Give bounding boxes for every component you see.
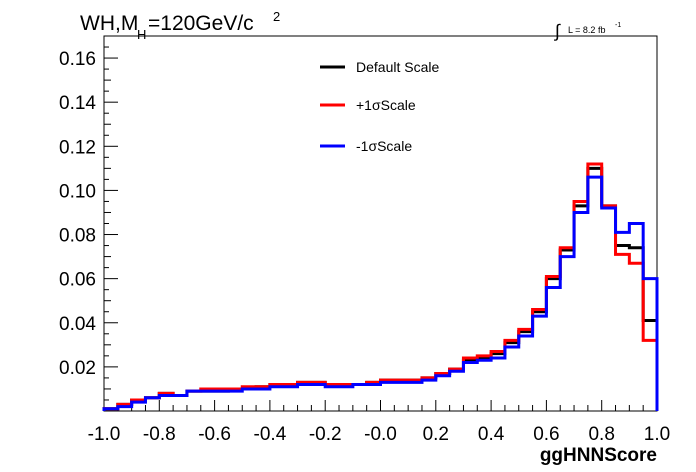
x-tick-label: -0.4 [254,424,287,445]
legend-label-plus1sigma: +1σScale [356,97,416,113]
x-tick-label: -0.6 [198,424,231,445]
x-tick-label: 0.6 [533,424,559,445]
legend-label-default: Default Scale [356,59,439,75]
integral-symbol: ∫ [553,21,561,41]
y-tick-label: 0.02 [59,358,96,379]
x-tick-label: 1.0 [644,424,670,445]
x-tick-label: 0.8 [588,424,614,445]
x-tick-label: -0.8 [143,424,176,445]
y-tick-label: 0.12 [59,137,96,158]
title-main: WH,M [80,12,138,35]
y-tick-label: 0.10 [59,181,96,202]
title-superscript: 2 [273,9,280,24]
axis-ticks: -1.0 -0.8 -0.6 -0.4 -0.2 -0.0 0.2 0.4 0.6 0.8 1.0 0… [59,35,670,445]
y-tick-label: 0.04 [59,314,96,335]
legend: Default Scale +1σScale -1σScale [320,59,439,154]
x-tick-label: -0.0 [364,424,397,445]
lumi-label: L = 8.2 fb [568,25,605,35]
legend-label-minus1sigma: -1σScale [356,138,412,154]
y-tick-label: 0.16 [59,49,96,70]
x-tick-label: 0.2 [423,424,449,445]
y-tick-label: 0.08 [59,226,96,247]
y-tick-label: 0.14 [59,93,96,114]
x-axis-label: ggHNNScore [540,445,657,466]
title-tail: =120GeV/c [148,12,254,35]
x-tick-label: 0.4 [478,424,505,445]
series-lines [102,162,659,411]
y-tick-label: 0.06 [59,270,96,291]
x-tick-label: -0.2 [309,424,342,445]
series-line-2 [102,175,659,411]
x-tick-label: -1.0 [88,424,121,445]
lumi-superscript: -1 [615,22,621,29]
title-subscript: H [137,27,146,42]
